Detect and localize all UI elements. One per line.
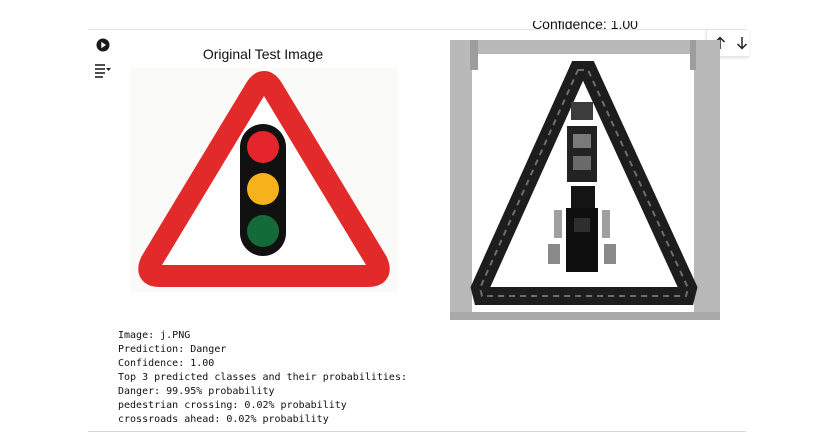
- original-test-image: [130, 68, 398, 292]
- output-class-1: Danger: 99.95% probability: [118, 386, 275, 397]
- cell-top-border: [88, 29, 746, 30]
- original-image-title: Original Test Image: [202, 46, 324, 62]
- output-class-2: pedestrian crossing: 0.02% probability: [118, 400, 347, 411]
- output-confidence: Confidence: 1.00: [118, 358, 215, 369]
- move-cell-down-button[interactable]: [733, 34, 751, 52]
- prediction-output: Image: j.PNG Prediction: Danger Confiden…: [118, 329, 407, 427]
- output-prediction: Prediction: Danger: [118, 344, 227, 355]
- processed-image-title: Confidence: 1.00: [532, 21, 638, 32]
- traffic-light-red: [247, 131, 279, 163]
- processed-test-image: [450, 40, 720, 320]
- traffic-light-amber: [247, 173, 279, 205]
- output-top3-heading: Top 3 predicted classes and their probab…: [118, 372, 407, 383]
- play-circle-icon[interactable]: [96, 38, 110, 52]
- output-class-3: crossroads ahead: 0.02% probability: [118, 414, 329, 425]
- output-toggle-icon[interactable]: [94, 62, 112, 78]
- output-image-name: Image: j.PNG: [118, 330, 191, 341]
- arrow-down-icon: [736, 37, 748, 50]
- traffic-light-green: [247, 215, 279, 247]
- cell-bottom-border: [88, 431, 746, 432]
